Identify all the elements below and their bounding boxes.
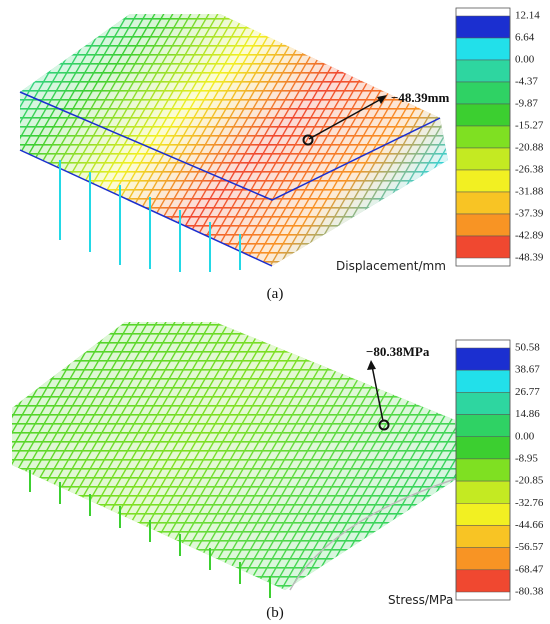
legend-label: -68.47: [515, 563, 544, 575]
color-band: [455, 480, 511, 504]
legend-label: -32.76: [515, 497, 544, 509]
annotation-text: −48.39mm: [391, 90, 449, 105]
legend-title: Displacement/mm: [336, 259, 446, 273]
legend-title: Stress/MPa: [388, 593, 453, 607]
color-band: [455, 547, 511, 571]
annotation-text: −80.38MPa: [366, 344, 430, 359]
legend-label: -20.88: [515, 142, 544, 154]
legend-label: 12.14: [515, 10, 540, 22]
legend-label: 14.86: [515, 408, 540, 420]
legend-label: 38.67: [515, 364, 540, 376]
legend-label: -42.89: [515, 230, 544, 242]
color-band: [455, 15, 511, 39]
color-band: [455, 414, 511, 437]
legend-label: -80.38: [515, 586, 544, 598]
color-band: [455, 436, 511, 460]
legend-label: -26.38: [515, 164, 544, 176]
color-band: [455, 81, 511, 105]
legend-label: -20.85: [515, 475, 544, 487]
color-band: [455, 503, 511, 526]
legend-label: -48.39: [515, 252, 544, 264]
annotation-a: −48.39mm: [302, 90, 449, 146]
color-band: [455, 569, 511, 593]
legend-label: 0.00: [515, 430, 535, 442]
legend-label: -9.87: [515, 98, 538, 110]
colorbar-frame: [455, 7, 511, 267]
legend-label: 50.58: [515, 342, 540, 354]
legend-label: -44.66: [515, 519, 544, 531]
color-band: [455, 369, 511, 393]
annotation-b: −80.38MPa: [366, 344, 430, 431]
legend-label: 6.64: [515, 32, 535, 44]
structure-a: [19, 14, 448, 272]
color-band: [455, 213, 511, 237]
caption: (a): [267, 286, 284, 302]
legend-label: -4.37: [515, 76, 538, 88]
legend-label: -31.88: [515, 186, 544, 198]
color-band: [455, 147, 511, 171]
color-band: [455, 169, 511, 193]
color-band: [455, 103, 511, 127]
caption: (b): [266, 605, 284, 621]
color-band: [455, 125, 511, 149]
legend-label: -15.27: [515, 120, 544, 132]
structure-b: [12, 322, 459, 598]
colorbar-frame: [455, 339, 511, 601]
color-band: [455, 392, 511, 415]
color-band: [455, 525, 511, 548]
color-band: [455, 235, 511, 259]
color-band: [455, 458, 511, 482]
legends: 12.14 6.64 0.00 -4.37 -9.87 -15.27 -20.88 -26.3…: [455, 7, 544, 601]
legend-label: -56.57: [515, 541, 544, 553]
legend-label: -8.95: [515, 452, 538, 464]
legend-label: 26.77: [515, 386, 540, 398]
color-band: [455, 37, 511, 61]
legend-label: -37.39: [515, 208, 544, 220]
color-band: [455, 191, 511, 215]
color-band: [455, 347, 511, 371]
legend-label: 0.00: [515, 54, 535, 66]
color-band: [455, 59, 511, 83]
